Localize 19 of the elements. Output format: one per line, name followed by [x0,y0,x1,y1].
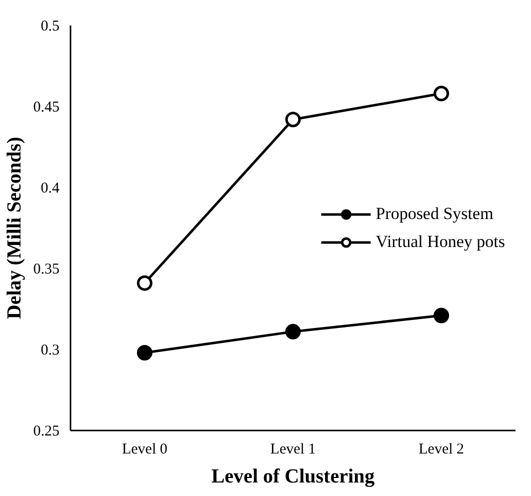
point [136,275,152,291]
y-axis-title: Delay (Milli Seconds) [3,136,26,320]
x-tick-label: Level 0 [122,442,168,458]
y-tick-label: 0.3 [40,342,60,358]
y-tick-label: 0.5 [40,18,60,34]
y-tick-label: 0.35 [33,262,60,278]
y-tick-label: 0.45 [33,100,60,116]
legend-label: Proposed System [376,204,494,224]
x-axis-title: Level of Clustering [211,466,375,488]
legend-label: Virtual Honey pots [376,232,505,252]
point [285,324,301,340]
y-tick-label: 0.4 [40,180,60,196]
point [434,86,450,102]
x-tick-label: Level 1 [270,442,316,458]
y-tick-label: 0.25 [33,424,60,440]
point [285,112,301,128]
point [136,345,152,360]
x-tick-label: Level 2 [418,442,464,458]
point [434,308,450,324]
